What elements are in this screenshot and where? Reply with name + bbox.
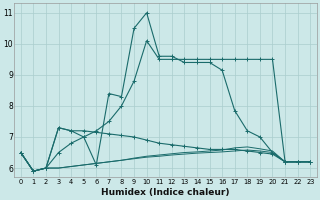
X-axis label: Humidex (Indice chaleur): Humidex (Indice chaleur): [101, 188, 230, 197]
